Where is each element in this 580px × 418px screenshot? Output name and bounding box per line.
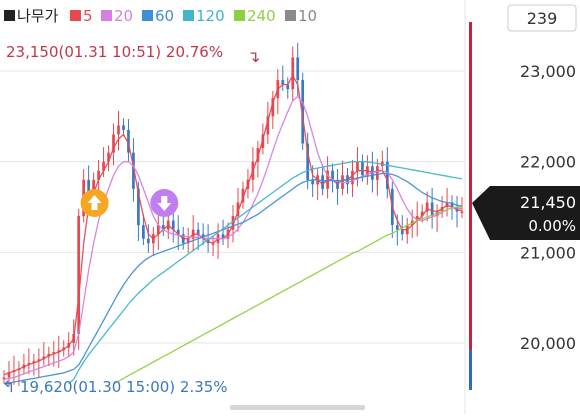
candle-body — [37, 359, 41, 362]
candle-body — [415, 216, 419, 221]
ma-line-20 — [3, 95, 463, 380]
candle-body — [102, 161, 105, 171]
down-arrow-icon — [157, 196, 172, 211]
legend-label-4: 120 — [196, 7, 225, 25]
y-axis: 20,000 21,000 22,000 23,000 — [520, 62, 576, 353]
candle-body — [161, 225, 165, 230]
candle-body — [156, 225, 160, 235]
low-annotation: 19,620(01.30 15:00) 2.35% — [20, 378, 228, 396]
candle-body — [231, 216, 235, 230]
legend: 나무가 5 20 60 120 240 10 — [4, 7, 317, 25]
current-price-tag: 21,450 0.00% — [472, 186, 580, 240]
candle-body — [321, 175, 324, 189]
candle-body — [281, 80, 285, 85]
ma-line-5 — [3, 74, 463, 376]
candle-body — [147, 238, 150, 244]
candle-body — [351, 170, 354, 185]
candle-body — [361, 161, 364, 176]
candle-body — [107, 152, 110, 162]
candle-body — [385, 161, 389, 189]
candle-body — [306, 143, 310, 180]
current-price-value: 21,450 — [520, 193, 576, 212]
legend-swatch — [70, 10, 81, 21]
legend-label-3: 60 — [155, 7, 174, 25]
high-arrow-icon: ↴ — [247, 47, 260, 66]
candle-body — [291, 57, 295, 90]
candle-body — [132, 152, 135, 189]
candle-body — [211, 243, 215, 245]
candle-body — [171, 220, 175, 230]
horizontal-scrollbar[interactable] — [230, 405, 365, 410]
candle-body — [311, 179, 315, 185]
candle-body — [97, 170, 100, 180]
candle-body — [127, 129, 130, 153]
candle-body — [331, 170, 334, 180]
y-tick-label: 22,000 — [520, 153, 576, 172]
current-price-change: 0.00% — [528, 217, 576, 235]
side-indicator-bar — [469, 22, 472, 390]
legend-label-1: 5 — [83, 7, 93, 25]
candle-body — [2, 377, 6, 379]
candle-body — [186, 238, 190, 244]
candle-body — [430, 202, 434, 217]
candle-body — [122, 125, 125, 130]
candle-body — [7, 372, 11, 378]
candle-body — [176, 229, 180, 235]
candle-body — [137, 188, 140, 226]
legend-swatch — [285, 10, 296, 21]
moving-averages — [3, 74, 463, 385]
candle-body — [117, 125, 120, 135]
candle-body — [271, 98, 275, 117]
candle-body — [112, 134, 115, 153]
candle-body — [142, 225, 145, 239]
legend-swatch — [4, 10, 15, 21]
legend-label-6: 10 — [298, 7, 317, 25]
candle-body — [32, 361, 36, 363]
ma-line-120 — [68, 161, 463, 385]
candles — [2, 42, 464, 387]
legend-swatch — [101, 10, 112, 21]
candle-body — [196, 229, 200, 235]
candle-body — [460, 211, 464, 214]
legend-label-5: 240 — [247, 7, 276, 25]
candle-body — [236, 202, 240, 217]
up-arrow-icon — [87, 195, 102, 210]
y-tick-label: 23,000 — [520, 62, 576, 81]
candle-body — [87, 179, 90, 198]
candle-body — [376, 166, 379, 180]
legend-label-2: 20 — [114, 7, 133, 25]
signal-markers — [80, 189, 179, 217]
ma-line-240 — [113, 206, 462, 385]
candle-body — [92, 179, 95, 198]
counter-badge-text: 239 — [527, 9, 558, 28]
y-tick-label: 21,000 — [520, 243, 576, 262]
candle-body — [241, 188, 245, 203]
candle-body — [296, 57, 300, 81]
candle-body — [301, 80, 305, 144]
candle-body — [356, 161, 359, 171]
candle-body — [52, 352, 56, 354]
candle-body — [450, 202, 454, 207]
candle-body — [425, 202, 429, 212]
counter-badge: 239 — [507, 4, 577, 32]
candle-body — [266, 116, 270, 135]
candle-body — [420, 211, 424, 217]
y-tick-label: 20,000 — [520, 334, 576, 353]
candle-body — [221, 234, 225, 239]
candle-body — [395, 225, 399, 230]
legend-swatch — [183, 10, 194, 21]
candle-body — [77, 216, 81, 334]
candle-body — [27, 362, 31, 365]
legend-swatch — [142, 10, 153, 21]
ma-line-60 — [3, 172, 463, 385]
legend-label-0: 나무가 — [17, 7, 59, 25]
legend-swatch — [234, 10, 245, 21]
candle-body — [400, 229, 404, 235]
high-annotation: 23,150(01.31 10:51) 20.76% — [6, 43, 223, 61]
candle-body — [57, 350, 61, 353]
candle-body — [286, 84, 290, 90]
low-arrow-icon: ↰ — [2, 377, 15, 396]
